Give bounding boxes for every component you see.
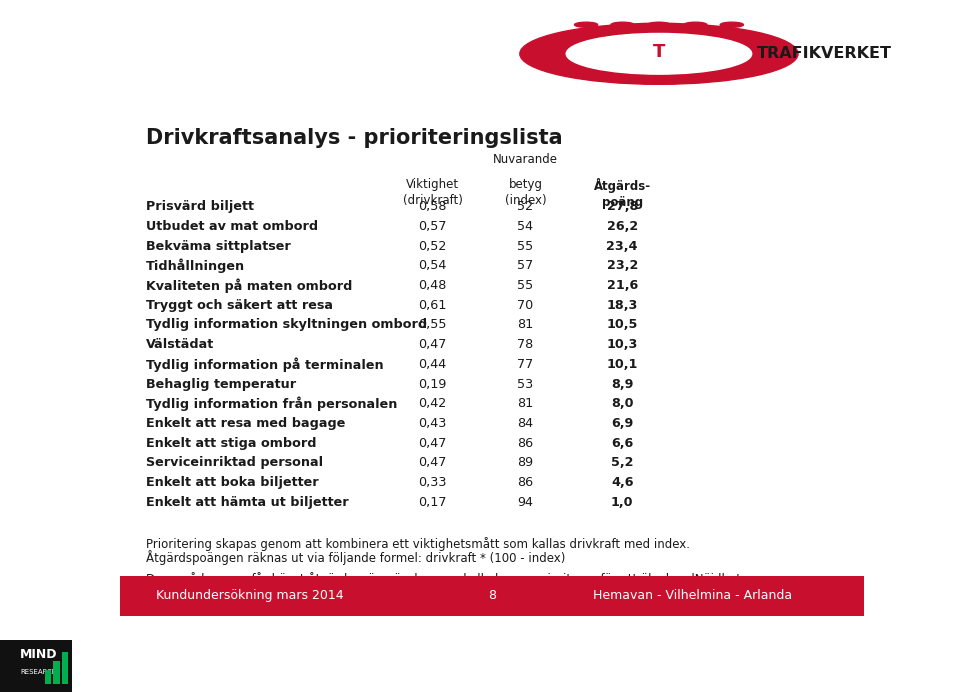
Text: Åtgärds-
poäng: Åtgärds- poäng [593,178,651,209]
Text: TRAFIKVERKET: TRAFIKVERKET [757,46,892,62]
Text: 0,52: 0,52 [419,239,446,253]
Text: Tydlig information på terminalen: Tydlig information på terminalen [146,357,384,372]
Text: Enkelt att hämta ut biljetter: Enkelt att hämta ut biljetter [146,496,348,509]
Bar [44,670,51,684]
Circle shape [574,22,598,27]
Text: Enkelt att stiga ombord: Enkelt att stiga ombord [146,437,317,450]
Text: 0,54: 0,54 [419,260,446,273]
Text: Tidhållningen: Tidhållningen [146,259,245,273]
Text: 55: 55 [517,239,534,253]
Text: 0,47: 0,47 [419,457,446,469]
Text: Drivkraftsanalys - prioriteringslista: Drivkraftsanalys - prioriteringslista [146,128,563,148]
Text: 18,3: 18,3 [607,299,637,311]
Text: Åtgärdspoängen räknas ut via följande formel: drivkraft * (100 - index): Åtgärdspoängen räknas ut via följande fo… [146,550,565,565]
Text: 0,33: 0,33 [419,476,446,489]
Text: 0,55: 0,55 [419,318,446,331]
Text: 1,0: 1,0 [611,496,634,509]
Text: 81: 81 [517,318,534,331]
Circle shape [566,33,752,74]
Text: 5,2: 5,2 [611,457,634,469]
Text: Bekväma sittplatser: Bekväma sittplatser [146,239,291,253]
Circle shape [520,24,798,84]
Circle shape [684,22,707,27]
Bar [61,652,68,684]
Text: 0,61: 0,61 [419,299,446,311]
Text: Serviceinriktad personal: Serviceinriktad personal [146,457,324,469]
Text: 52: 52 [517,200,534,213]
Text: 23,2: 23,2 [607,260,637,273]
Text: Enkelt att boka biljetter: Enkelt att boka biljetter [146,476,319,489]
Text: De områden som får högst åtgärdspoäng är de som skulle kunna prioriteras för att: De områden som får högst åtgärdspoäng är… [146,572,759,586]
Bar [54,661,60,684]
Text: Nuvarande: Nuvarande [493,153,558,165]
Text: 0,48: 0,48 [419,279,446,292]
Circle shape [611,22,635,27]
Text: Tydlig information från personalen: Tydlig information från personalen [146,397,397,411]
Text: 4,6: 4,6 [611,476,634,489]
Text: 84: 84 [517,417,534,430]
Text: Prioritering skapas genom att kombinera ett viktighetsmått som kallas drivkraft : Prioritering skapas genom att kombinera … [146,537,690,551]
Text: Hemavan - Vilhelmina - Arlanda: Hemavan - Vilhelmina - Arlanda [593,590,792,603]
Text: 0,47: 0,47 [419,437,446,450]
Circle shape [647,22,670,27]
Text: Tryggt och säkert att resa: Tryggt och säkert att resa [146,299,333,311]
Text: Viktighet
(drivkraft): Viktighet (drivkraft) [402,178,463,207]
Text: 0,43: 0,43 [419,417,446,430]
Text: 8,9: 8,9 [611,378,634,390]
Text: 55: 55 [517,279,534,292]
Text: Välstädat: Välstädat [146,338,214,351]
Text: 81: 81 [517,397,534,410]
Text: 6,9: 6,9 [611,417,634,430]
Text: 86: 86 [517,476,534,489]
Text: 77: 77 [517,358,534,371]
Text: Kvaliteten på maten ombord: Kvaliteten på maten ombord [146,278,352,293]
Text: betyg
(index): betyg (index) [505,178,546,207]
Text: Kundundersökning mars 2014: Kundundersökning mars 2014 [156,590,344,603]
Circle shape [720,22,743,27]
Text: 54: 54 [517,220,534,233]
Text: Utbudet av mat ombord: Utbudet av mat ombord [146,220,318,233]
Text: 6,6: 6,6 [612,437,634,450]
Text: 0,19: 0,19 [419,378,446,390]
Text: Tydlig information skyltningen ombord: Tydlig information skyltningen ombord [146,318,427,331]
Text: MIND: MIND [20,648,58,661]
Text: 8,0: 8,0 [611,397,634,410]
Text: 70: 70 [517,299,534,311]
Text: 57: 57 [517,260,534,273]
Text: 26,2: 26,2 [607,220,637,233]
Text: 78: 78 [517,338,534,351]
Text: 89: 89 [517,457,534,469]
Text: 0,42: 0,42 [419,397,446,410]
Text: Behaglig temperatur: Behaglig temperatur [146,378,297,390]
Text: 10,5: 10,5 [607,318,637,331]
Text: 21,6: 21,6 [607,279,637,292]
Text: 94: 94 [517,496,534,509]
Text: T: T [653,44,665,62]
Text: RESEARCH: RESEARCH [20,669,58,675]
Text: 0,47: 0,47 [419,338,446,351]
Text: 0,58: 0,58 [419,200,446,213]
Text: 86: 86 [517,437,534,450]
Text: 27,8: 27,8 [607,200,637,213]
Text: 10,1: 10,1 [607,358,637,371]
Bar [120,576,864,616]
Text: 53: 53 [517,378,534,390]
Text: 8: 8 [488,590,496,603]
Text: 0,57: 0,57 [419,220,446,233]
Text: Enkelt att resa med bagage: Enkelt att resa med bagage [146,417,346,430]
Text: 0,17: 0,17 [419,496,446,509]
Text: 0,44: 0,44 [419,358,446,371]
Text: Prisvärd biljett: Prisvärd biljett [146,200,254,213]
Text: 23,4: 23,4 [607,239,638,253]
Text: 10,3: 10,3 [607,338,637,351]
